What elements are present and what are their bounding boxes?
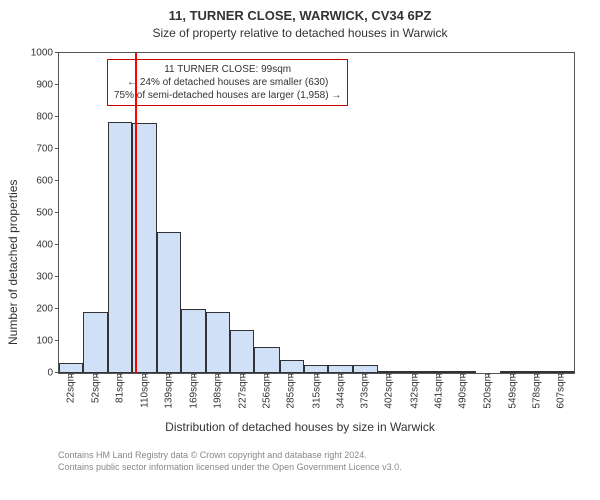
x-tick-mark [243, 373, 244, 377]
y-tick-label: 800 [36, 112, 59, 123]
x-tick-label: 549sqm [507, 373, 518, 413]
x-tick-mark [291, 373, 292, 377]
histogram-bar [206, 312, 230, 373]
x-tick-label: 256sqm [262, 373, 273, 413]
x-tick-mark [96, 373, 97, 377]
y-tick-mark [55, 84, 59, 85]
histogram-bar [108, 122, 132, 373]
histogram-bar [157, 232, 181, 373]
x-tick-mark [439, 373, 440, 377]
x-tick-label: 81sqm [115, 373, 126, 407]
x-tick-mark [341, 373, 342, 377]
x-tick-mark [145, 373, 146, 377]
y-tick-mark [55, 244, 59, 245]
x-tick-mark [218, 373, 219, 377]
y-tick-mark [55, 180, 59, 181]
x-tick-label: 520sqm [483, 373, 494, 413]
page-title: 11, TURNER CLOSE, WARWICK, CV34 6PZ [0, 8, 600, 23]
page-subtitle: Size of property relative to detached ho… [0, 26, 600, 40]
y-tick-label: 400 [36, 240, 59, 251]
y-tick-label: 500 [36, 208, 59, 219]
y-tick-mark [55, 116, 59, 117]
x-tick-label: 402sqm [384, 373, 395, 413]
x-tick-label: 169sqm [189, 373, 200, 413]
y-tick-label: 900 [36, 80, 59, 91]
y-tick-label: 1000 [31, 48, 59, 59]
y-tick-mark [55, 340, 59, 341]
y-tick-mark [55, 212, 59, 213]
annotation-box: 11 TURNER CLOSE: 99sqm ← 24% of detached… [107, 59, 348, 106]
y-tick-mark [55, 52, 59, 53]
x-tick-label: 110sqm [139, 373, 150, 412]
x-tick-label: 139sqm [163, 373, 174, 413]
x-tick-label: 607sqm [556, 373, 567, 413]
x-tick-mark [169, 373, 170, 377]
y-tick-label: 200 [36, 304, 59, 315]
annotation-line1: 11 TURNER CLOSE: 99sqm [114, 63, 341, 76]
x-tick-mark [537, 373, 538, 377]
x-tick-mark [365, 373, 366, 377]
histogram-bar [328, 365, 352, 373]
histogram-bar [230, 330, 254, 373]
x-tick-mark [389, 373, 390, 377]
y-tick-label: 600 [36, 176, 59, 187]
histogram-plot: 11 TURNER CLOSE: 99sqm ← 24% of detached… [58, 52, 575, 374]
y-axis-label: Number of detached properties [6, 180, 20, 345]
y-tick-label: 700 [36, 144, 59, 155]
x-tick-label: 227sqm [237, 373, 248, 413]
histogram-bar [254, 347, 279, 373]
y-tick-label: 300 [36, 272, 59, 283]
histogram-bar [83, 312, 107, 373]
histogram-bar [181, 309, 205, 373]
x-tick-label: 315sqm [311, 373, 322, 413]
x-tick-mark [71, 373, 72, 377]
x-tick-label: 52sqm [90, 373, 101, 407]
annotation-line3: 75% of semi-detached houses are larger (… [114, 89, 341, 102]
y-tick-mark [55, 308, 59, 309]
x-tick-mark [317, 373, 318, 377]
histogram-bar [304, 365, 328, 373]
x-tick-label: 461sqm [433, 373, 444, 413]
histogram-bar [280, 360, 304, 373]
y-tick-mark [55, 276, 59, 277]
y-tick-label: 100 [36, 336, 59, 347]
y-tick-label: 0 [47, 368, 59, 379]
x-tick-mark [194, 373, 195, 377]
x-tick-label: 432sqm [409, 373, 420, 413]
property-marker-line [135, 53, 137, 373]
y-tick-mark [55, 148, 59, 149]
x-tick-mark [513, 373, 514, 377]
x-tick-mark [561, 373, 562, 377]
footer-line1: Contains HM Land Registry data © Crown c… [58, 450, 367, 460]
x-tick-label: 344sqm [335, 373, 346, 413]
x-tick-mark [267, 373, 268, 377]
x-tick-label: 198sqm [213, 373, 224, 413]
x-tick-label: 373sqm [360, 373, 371, 413]
x-tick-label: 22sqm [65, 373, 76, 407]
x-tick-mark [463, 373, 464, 377]
footer-line2: Contains public sector information licen… [58, 462, 402, 472]
x-tick-mark [488, 373, 489, 377]
histogram-bar [59, 363, 83, 373]
x-axis-label: Distribution of detached houses by size … [0, 420, 600, 434]
y-tick-mark [55, 372, 59, 373]
histogram-bar [353, 365, 378, 373]
annotation-line2: ← 24% of detached houses are smaller (63… [114, 76, 341, 89]
x-tick-label: 490sqm [458, 373, 469, 413]
x-tick-mark [415, 373, 416, 377]
x-tick-label: 578sqm [532, 373, 543, 413]
x-tick-mark [120, 373, 121, 377]
x-tick-label: 285sqm [286, 373, 297, 413]
